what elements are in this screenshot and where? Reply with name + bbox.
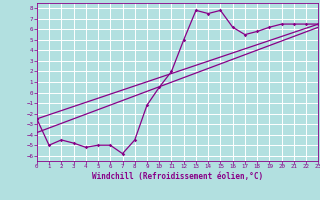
X-axis label: Windchill (Refroidissement éolien,°C): Windchill (Refroidissement éolien,°C) <box>92 172 263 181</box>
